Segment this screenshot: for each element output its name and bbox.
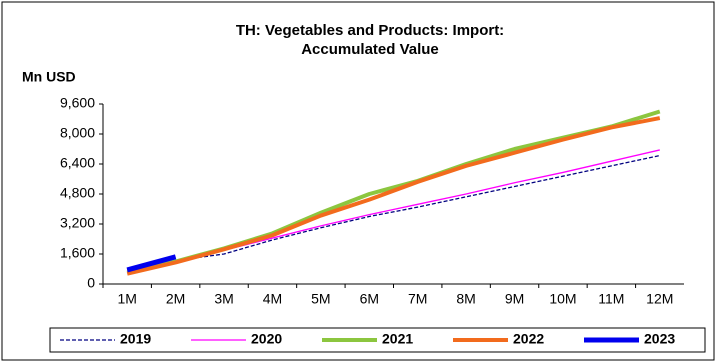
x-tick-label: 11M xyxy=(598,291,624,307)
series-line xyxy=(126,116,661,276)
x-tick-label: 10M xyxy=(549,291,576,307)
x-tick-label: 1M xyxy=(117,291,136,307)
legend-label: 2022 xyxy=(513,331,544,347)
legend-label: 2020 xyxy=(251,331,282,347)
x-tick-label: 6M xyxy=(360,291,379,307)
series-line xyxy=(127,154,660,271)
chart-title-line: TH: Vegetables and Products: Import: xyxy=(236,22,504,39)
x-tick-label: 9M xyxy=(505,291,524,307)
x-tick-label: 5M xyxy=(311,291,330,307)
x-tick-label: 7M xyxy=(408,291,427,307)
y-tick-label: 8,000 xyxy=(60,125,95,141)
x-tick-label: 4M xyxy=(263,291,282,307)
y-axis-label: Mn USD xyxy=(22,69,76,85)
y-tick-label: 1,600 xyxy=(60,245,95,261)
legend-label: 2021 xyxy=(382,331,413,347)
chart-title-line: Accumulated Value xyxy=(301,41,439,58)
x-tick-label: 12M xyxy=(646,291,673,307)
legend-label: 2019 xyxy=(120,331,151,347)
x-tick-label: 2M xyxy=(166,291,185,307)
y-tick-label: 4,800 xyxy=(60,185,95,201)
y-tick-label: 6,400 xyxy=(60,155,95,171)
series-line xyxy=(126,254,177,273)
y-tick-label: 3,200 xyxy=(60,215,95,231)
y-tick-label: 9,600 xyxy=(60,95,95,111)
legend-label: 2023 xyxy=(644,331,675,347)
y-tick-label: 0 xyxy=(87,275,95,291)
x-tick-label: 3M xyxy=(214,291,233,307)
x-tick-label: 8M xyxy=(456,291,475,307)
